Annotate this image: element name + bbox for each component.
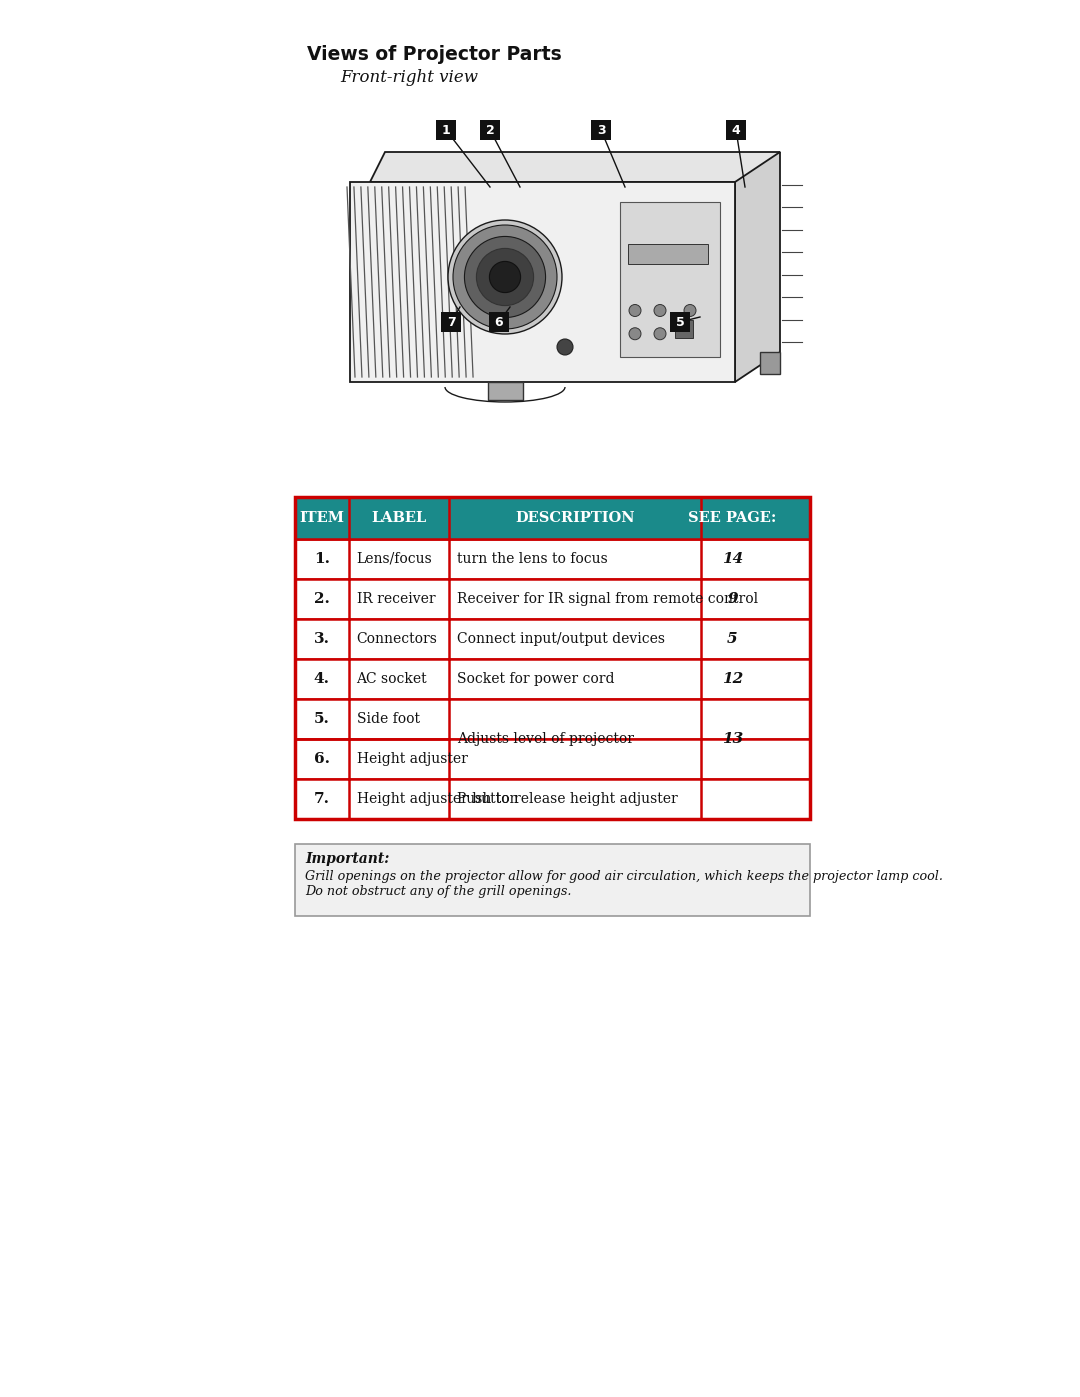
Bar [670, 312, 690, 332]
Bar [675, 320, 693, 338]
Text: Adjusts level of projector: Adjusts level of projector [457, 732, 634, 746]
Text: 14: 14 [721, 552, 743, 566]
Bar [591, 120, 611, 140]
Text: 12: 12 [721, 672, 743, 686]
Text: 4.: 4. [314, 672, 329, 686]
Text: 5: 5 [727, 631, 738, 645]
Bar [760, 352, 780, 374]
Circle shape [453, 225, 557, 330]
Bar [487, 381, 523, 400]
Bar [295, 578, 810, 619]
Circle shape [448, 219, 562, 334]
Bar [295, 497, 810, 819]
Text: 5: 5 [676, 316, 685, 328]
Bar [726, 120, 746, 140]
Polygon shape [370, 152, 780, 182]
Text: turn the lens to focus: turn the lens to focus [457, 552, 608, 566]
Bar [295, 539, 810, 578]
Bar [627, 244, 708, 264]
Text: Height adjuster button: Height adjuster button [356, 792, 518, 806]
Bar [295, 739, 810, 780]
Text: 7.: 7. [314, 792, 329, 806]
Text: LABEL: LABEL [372, 511, 427, 525]
Text: 6: 6 [495, 316, 503, 328]
Text: 7: 7 [447, 316, 456, 328]
Text: Height adjuster: Height adjuster [356, 752, 468, 766]
Text: Receiver for IR signal from remote control: Receiver for IR signal from remote contr… [457, 592, 758, 606]
Polygon shape [735, 152, 780, 381]
Circle shape [464, 236, 545, 317]
Text: Side foot: Side foot [356, 712, 419, 726]
Circle shape [684, 305, 696, 317]
Text: Push to release height adjuster: Push to release height adjuster [457, 792, 678, 806]
Circle shape [489, 261, 521, 292]
Bar [295, 844, 810, 916]
Text: 1: 1 [442, 123, 450, 137]
Bar [295, 619, 810, 659]
Bar [489, 312, 509, 332]
Text: 6.: 6. [314, 752, 329, 766]
Text: ITEM: ITEM [299, 511, 345, 525]
Bar [295, 659, 810, 698]
Text: IR receiver: IR receiver [356, 592, 435, 606]
Circle shape [629, 305, 642, 317]
Bar [436, 120, 456, 140]
Bar [441, 312, 461, 332]
Text: Views of Projector Parts: Views of Projector Parts [307, 45, 562, 64]
Text: 13: 13 [721, 732, 743, 746]
Text: SEE PAGE:: SEE PAGE: [688, 511, 777, 525]
Text: AC socket: AC socket [356, 672, 428, 686]
Bar [480, 120, 500, 140]
Text: Connectors: Connectors [356, 631, 437, 645]
Circle shape [654, 305, 666, 317]
Text: Socket for power cord: Socket for power cord [457, 672, 615, 686]
Bar [350, 182, 735, 381]
Text: Lens/focus: Lens/focus [356, 552, 432, 566]
Text: 4: 4 [731, 123, 741, 137]
Bar [295, 780, 810, 819]
Circle shape [557, 339, 573, 355]
Bar [295, 698, 810, 739]
Text: 2: 2 [486, 123, 495, 137]
Bar [620, 203, 720, 358]
Text: 1.: 1. [314, 552, 329, 566]
Text: Important:: Important: [305, 852, 390, 866]
Bar [295, 497, 810, 539]
Circle shape [476, 249, 534, 306]
Text: 3: 3 [596, 123, 605, 137]
Circle shape [654, 328, 666, 339]
Text: 9: 9 [727, 592, 738, 606]
Text: 5.: 5. [314, 712, 329, 726]
Text: DESCRIPTION: DESCRIPTION [515, 511, 635, 525]
Text: Grill openings on the projector allow for good air circulation, which keeps the : Grill openings on the projector allow fo… [305, 870, 943, 898]
Circle shape [629, 328, 642, 339]
Text: 2.: 2. [314, 592, 329, 606]
Text: 3.: 3. [314, 631, 329, 645]
Text: Front-right view: Front-right view [340, 68, 478, 87]
Text: Connect input/output devices: Connect input/output devices [457, 631, 665, 645]
